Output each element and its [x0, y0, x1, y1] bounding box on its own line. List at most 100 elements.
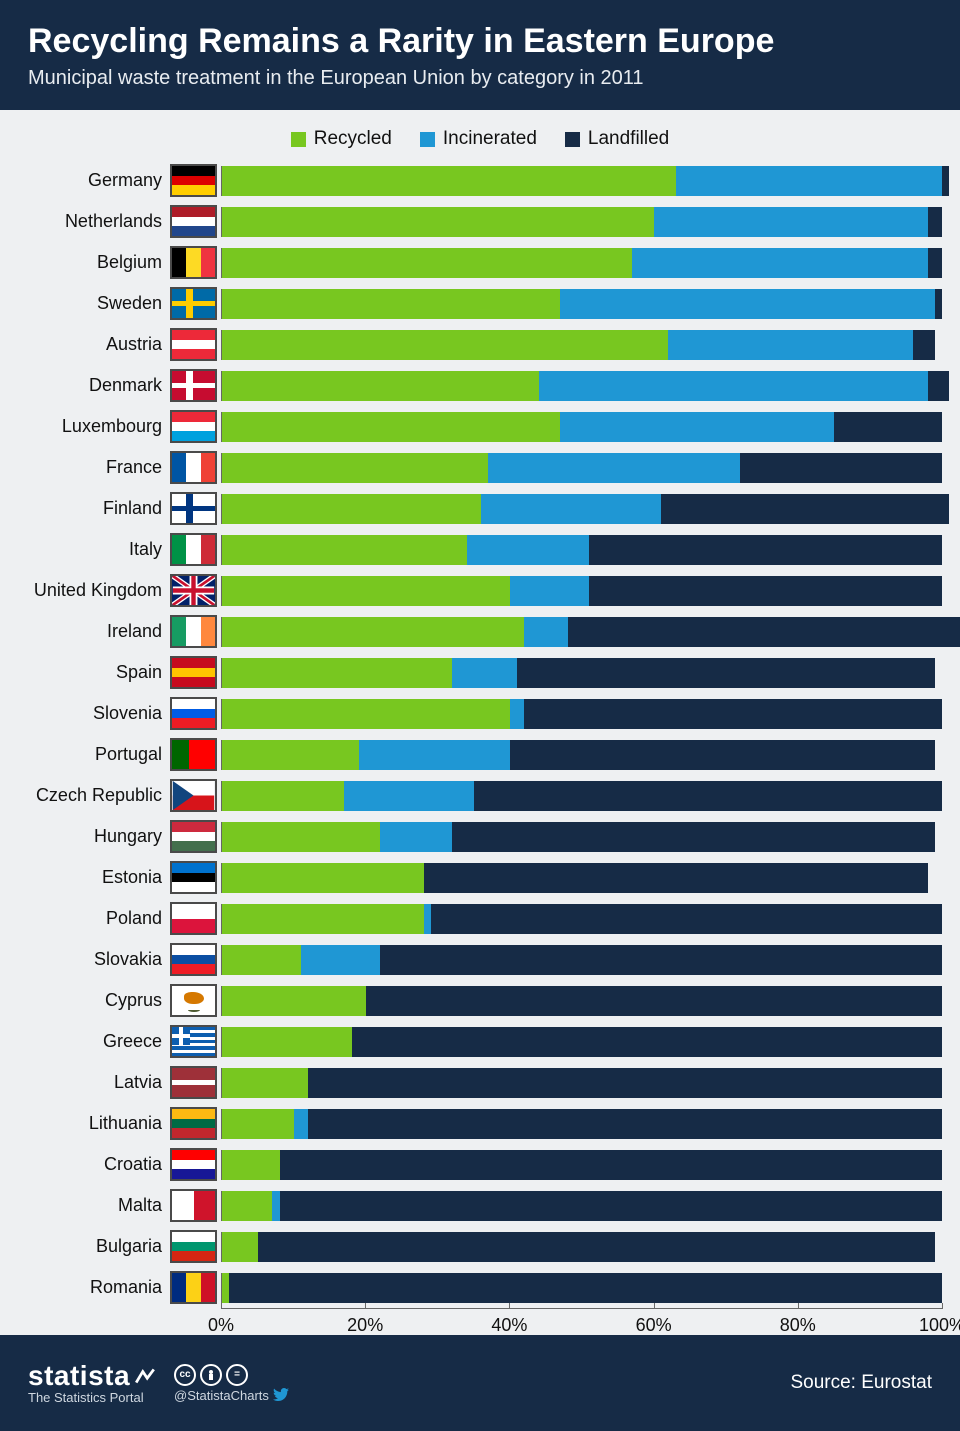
- seg-incinerated: [380, 822, 452, 852]
- country-row: Czech Republic: [18, 775, 942, 816]
- country-label: Greece: [18, 1031, 170, 1052]
- country-flag-icon: [170, 574, 217, 607]
- seg-landfilled: [935, 289, 942, 319]
- bar-track: [221, 986, 942, 1016]
- country-label: Croatia: [18, 1154, 170, 1175]
- country-flag-icon: [170, 615, 217, 648]
- country-flag-icon: [170, 205, 217, 238]
- country-row: Luxembourg: [18, 406, 942, 447]
- license-badges: cc = @StatistaCharts: [174, 1364, 289, 1403]
- seg-incinerated: [510, 699, 524, 729]
- x-tick-label: 0%: [208, 1315, 234, 1336]
- seg-incinerated: [294, 1109, 308, 1139]
- nd-icon: =: [226, 1364, 248, 1386]
- seg-landfilled: [308, 1068, 942, 1098]
- country-row: Germany: [18, 160, 942, 201]
- bar-track: [221, 740, 942, 770]
- bar-track: [221, 330, 942, 360]
- country-flag-icon: [170, 451, 217, 484]
- country-flag-icon: [170, 779, 217, 812]
- country-label: Netherlands: [18, 211, 170, 232]
- country-flag-icon: [170, 1025, 217, 1058]
- country-flag-icon: [170, 1107, 217, 1140]
- country-row: United Kingdom: [18, 570, 942, 611]
- seg-recycled: [222, 248, 632, 278]
- seg-landfilled: [928, 248, 942, 278]
- seg-recycled: [222, 1191, 272, 1221]
- bar-track: [221, 412, 942, 442]
- seg-recycled: [222, 740, 359, 770]
- seg-recycled: [222, 371, 539, 401]
- legend: Recycled Incinerated Landfilled: [18, 122, 942, 160]
- seg-incinerated: [676, 166, 942, 196]
- seg-recycled: [222, 781, 344, 811]
- seg-incinerated: [488, 453, 740, 483]
- country-row: Denmark: [18, 365, 942, 406]
- bar-track: [221, 1232, 942, 1262]
- brand-mark-icon: [134, 1365, 156, 1387]
- seg-landfilled: [452, 822, 934, 852]
- twitter-handle: @StatistaCharts: [174, 1388, 289, 1403]
- seg-recycled: [222, 863, 424, 893]
- footer: statista The Statistics Portal cc = @Sta…: [0, 1335, 960, 1431]
- legend-swatch-landfilled: [565, 132, 580, 147]
- country-row: Romania: [18, 1267, 942, 1308]
- country-label: Slovenia: [18, 703, 170, 724]
- country-label: Bulgaria: [18, 1236, 170, 1257]
- legend-label-recycled: Recycled: [314, 128, 392, 150]
- country-label: Austria: [18, 334, 170, 355]
- country-row: Malta: [18, 1185, 942, 1226]
- country-flag-icon: [170, 410, 217, 443]
- seg-incinerated: [539, 371, 928, 401]
- bar-track: [221, 535, 942, 565]
- seg-recycled: [222, 699, 510, 729]
- country-label: Estonia: [18, 867, 170, 888]
- country-label: Poland: [18, 908, 170, 929]
- seg-recycled: [222, 535, 467, 565]
- chart-title: Recycling Remains a Rarity in Eastern Eu…: [28, 22, 932, 61]
- footer-left: statista The Statistics Portal cc = @Sta…: [28, 1361, 289, 1404]
- bar-track: [221, 1027, 942, 1057]
- seg-landfilled: [740, 453, 942, 483]
- seg-landfilled: [258, 1232, 935, 1262]
- seg-incinerated: [359, 740, 510, 770]
- country-row: Latvia: [18, 1062, 942, 1103]
- x-tick-label: 80%: [780, 1315, 816, 1336]
- country-row: Portugal: [18, 734, 942, 775]
- bar-track: [221, 822, 942, 852]
- seg-landfilled: [928, 371, 950, 401]
- country-label: Finland: [18, 498, 170, 519]
- country-flag-icon: [170, 984, 217, 1017]
- country-flag-icon: [170, 1189, 217, 1222]
- seg-incinerated: [560, 412, 834, 442]
- bar-track: [221, 248, 942, 278]
- seg-landfilled: [942, 166, 949, 196]
- chart-area: Recycled Incinerated Landfilled Germany N…: [0, 110, 960, 1376]
- seg-landfilled: [229, 1273, 942, 1303]
- bar-track: [221, 453, 942, 483]
- country-flag-icon: [170, 1230, 217, 1263]
- country-label: Slovakia: [18, 949, 170, 970]
- seg-landfilled: [928, 207, 942, 237]
- country-label: Ireland: [18, 621, 170, 642]
- country-label: Denmark: [18, 375, 170, 396]
- country-row: Belgium: [18, 242, 942, 283]
- seg-recycled: [222, 617, 524, 647]
- country-label: Luxembourg: [18, 416, 170, 437]
- legend-incinerated: Incinerated: [420, 128, 537, 150]
- seg-incinerated: [560, 289, 934, 319]
- seg-landfilled: [913, 330, 935, 360]
- bar-track: [221, 617, 942, 647]
- seg-landfilled: [280, 1191, 942, 1221]
- seg-landfilled: [661, 494, 949, 524]
- twitter-icon: [273, 1388, 289, 1402]
- country-label: Italy: [18, 539, 170, 560]
- seg-recycled: [222, 494, 481, 524]
- country-flag-icon: [170, 697, 217, 730]
- seg-incinerated: [524, 617, 567, 647]
- brand-sub: The Statistics Portal: [28, 1391, 156, 1405]
- legend-swatch-incinerated: [420, 132, 435, 147]
- country-flag-icon: [170, 369, 217, 402]
- seg-recycled: [222, 1150, 280, 1180]
- brand-name: statista: [28, 1361, 130, 1390]
